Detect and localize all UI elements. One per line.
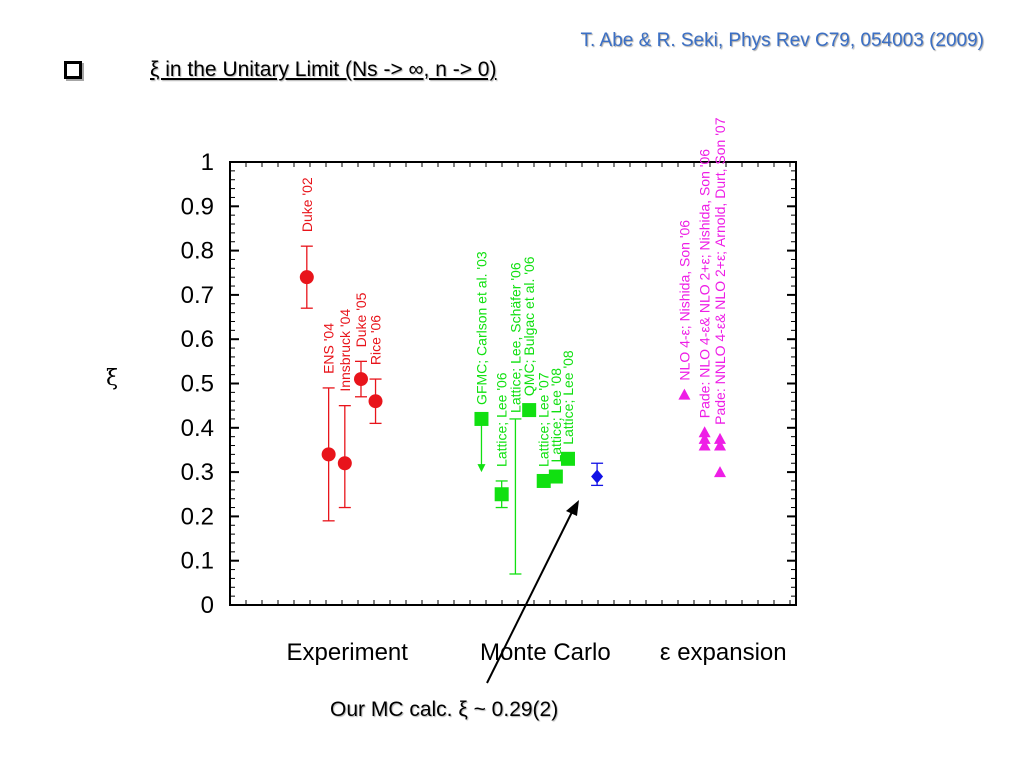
bullet-icon bbox=[64, 61, 82, 79]
title-row: ξ in the Unitary Limit (Ns -> ∞, n -> 0) bbox=[64, 58, 496, 82]
data-point-label: GFMC; Carlson et al. '03 bbox=[473, 251, 489, 405]
data-point-circle bbox=[299, 270, 314, 285]
data-point-triangle bbox=[713, 466, 726, 478]
x-category-label: Monte Carlo bbox=[480, 639, 611, 666]
data-point-circle bbox=[337, 456, 352, 471]
data-point-square bbox=[536, 473, 551, 488]
slide-title: ξ in the Unitary Limit (Ns -> ∞, n -> 0) bbox=[150, 58, 497, 81]
data-point-square bbox=[522, 403, 537, 418]
data-point-label: Pade: NNLO 4-ε& NLO 2+ε; Arnold, Durt, S… bbox=[712, 117, 728, 425]
x-axis: Experiment Monte Carlo ε expansion bbox=[287, 639, 787, 666]
data-point-label: Innsbruck '04 bbox=[337, 309, 353, 392]
y-tick-label: 0.7 bbox=[181, 282, 214, 309]
data-point-square bbox=[494, 487, 509, 502]
data-point-label: Pade: NLO 4-ε& NLO 2+ε; Nishida, Son '06 bbox=[697, 149, 713, 418]
y-tick-label: 0.6 bbox=[181, 326, 214, 353]
y-tick-label: 0 bbox=[201, 592, 214, 619]
data-point-triangle bbox=[698, 432, 711, 444]
y-tick-label: 0.1 bbox=[181, 548, 214, 575]
data-point-diamond bbox=[591, 469, 604, 484]
chart-marks: Duke '02 ENS '04 Innsbruck '04 Duke '05Rice… bbox=[299, 117, 728, 575]
citation-text: T. Abe & R. Seki, Phys Rev C79, 054003 (… bbox=[580, 30, 984, 51]
data-point-label: Lattice; Lee '06 bbox=[494, 372, 510, 467]
y-tick-label: 0.4 bbox=[181, 415, 214, 442]
series-3: NLO 4-ε; Nishida, Son '06 Pade: NLO 4-ε& … bbox=[676, 117, 728, 478]
data-point-label: Rice '06 bbox=[368, 315, 384, 365]
data-point-label: Duke '05 bbox=[353, 292, 369, 347]
x-category-label: ε expansion bbox=[660, 639, 787, 666]
upper-bound-arrowhead bbox=[477, 464, 486, 473]
y-axis-label: ξ bbox=[106, 366, 118, 391]
data-point-label: Lattice; Lee '07 bbox=[536, 372, 552, 467]
y-tick-label: 1 bbox=[201, 149, 214, 176]
data-point-triangle bbox=[698, 426, 711, 438]
callout-note: Our MC calc. ξ ~ 0.29(2) bbox=[330, 698, 559, 721]
y-axis: 0 0.1 0.2 0.3 0.4 0.5 0.6 0.7 0.8 0.9 1 bbox=[181, 149, 796, 619]
data-point-triangle bbox=[713, 432, 726, 444]
y-tick-label: 0.9 bbox=[181, 193, 214, 220]
data-point-label: NLO 4-ε; Nishida, Son '06 bbox=[676, 220, 692, 381]
y-tick-label: 0.3 bbox=[181, 459, 214, 486]
x-category-label: Experiment bbox=[287, 639, 409, 666]
data-point-square bbox=[560, 451, 575, 466]
series-1: GFMC; Carlson et al. '03 Lattice; Lee '06… bbox=[473, 251, 576, 575]
data-point-circle bbox=[368, 394, 383, 409]
callout-arrow bbox=[486, 500, 579, 684]
data-point-circle bbox=[353, 372, 368, 387]
data-point-triangle bbox=[678, 388, 691, 400]
data-point-label: Lattice; Lee '08 bbox=[548, 368, 564, 463]
series-2 bbox=[591, 462, 604, 487]
y-tick-label: 0.2 bbox=[181, 503, 214, 530]
data-point-label: Lattice; Lee, Schäfer '06 bbox=[507, 262, 523, 413]
y-tick-label: 0.5 bbox=[181, 371, 214, 398]
data-point-square bbox=[548, 469, 563, 484]
data-point-square bbox=[474, 411, 489, 426]
y-tick-label: 0.8 bbox=[181, 238, 214, 265]
data-point-triangle bbox=[698, 439, 711, 451]
data-point-label: ENS '04 bbox=[321, 323, 337, 374]
data-point-label: Duke '02 bbox=[299, 177, 315, 232]
data-point-circle bbox=[321, 447, 336, 462]
series-0: Duke '02 ENS '04 Innsbruck '04 Duke '05Rice… bbox=[299, 177, 384, 522]
data-point-label: QMC; Bulgac et al. '06 bbox=[521, 256, 537, 396]
data-point-label: Lattice; Lee '08 bbox=[560, 350, 576, 445]
data-point-triangle bbox=[713, 439, 726, 451]
